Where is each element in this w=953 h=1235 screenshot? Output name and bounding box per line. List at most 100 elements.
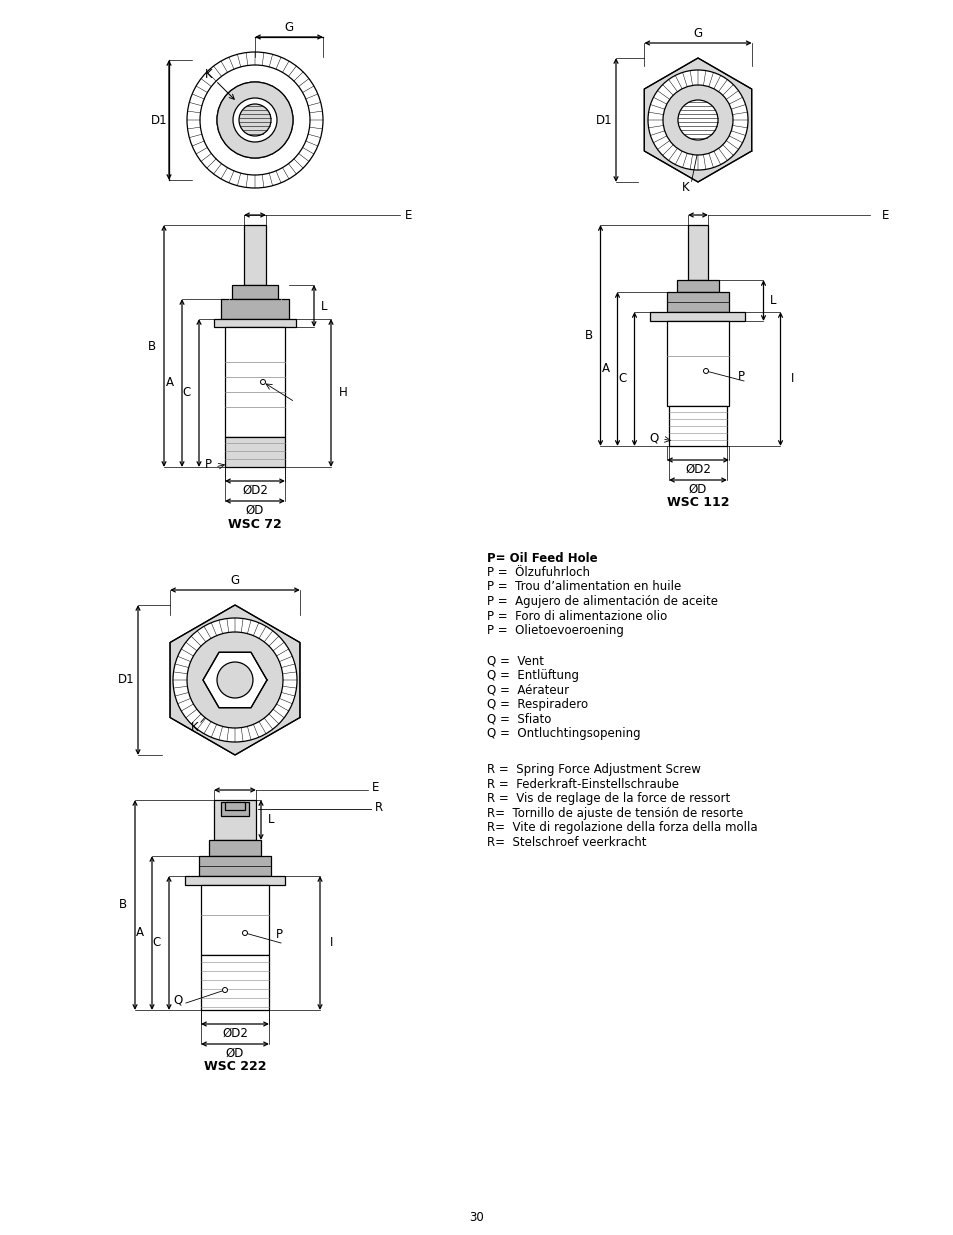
Text: WSC 112: WSC 112 bbox=[666, 496, 728, 510]
Text: B: B bbox=[119, 899, 127, 911]
Bar bbox=[221, 299, 289, 319]
Bar bbox=[668, 406, 726, 446]
Text: E: E bbox=[882, 209, 888, 221]
Text: K: K bbox=[205, 68, 234, 99]
Bar bbox=[199, 856, 271, 876]
Bar bbox=[225, 327, 285, 437]
Text: K: K bbox=[191, 721, 198, 734]
Text: P: P bbox=[205, 457, 212, 471]
Text: Q =  Aérateur: Q = Aérateur bbox=[486, 683, 569, 697]
Circle shape bbox=[172, 618, 296, 742]
Text: R=  Stelschroef veerkracht: R= Stelschroef veerkracht bbox=[486, 836, 646, 848]
Text: WSC 222: WSC 222 bbox=[204, 1061, 266, 1073]
Text: P =  Trou d’alimentation en huile: P = Trou d’alimentation en huile bbox=[486, 580, 680, 594]
Text: D1: D1 bbox=[117, 673, 134, 687]
Text: G: G bbox=[284, 21, 294, 33]
Text: I: I bbox=[330, 936, 334, 950]
Text: B: B bbox=[148, 340, 156, 352]
Bar bbox=[677, 280, 719, 291]
Bar bbox=[213, 800, 255, 840]
Text: I: I bbox=[790, 373, 793, 385]
Text: R=  Tornillo de ajuste de tensión de resorte: R= Tornillo de ajuste de tensión de reso… bbox=[486, 806, 742, 820]
Bar bbox=[201, 885, 269, 955]
Circle shape bbox=[239, 104, 271, 136]
Text: 30: 30 bbox=[469, 1212, 484, 1224]
Text: B: B bbox=[584, 329, 592, 342]
Text: P =  Olietoevoeroening: P = Olietoevoeroening bbox=[486, 624, 623, 637]
Bar bbox=[185, 876, 285, 885]
Text: ØD: ØD bbox=[226, 1046, 244, 1060]
Bar bbox=[650, 312, 744, 321]
Text: G: G bbox=[231, 573, 239, 587]
Circle shape bbox=[647, 70, 747, 170]
Text: R =  Vis de reglage de la force de ressort: R = Vis de reglage de la force de ressor… bbox=[486, 793, 729, 805]
Text: H: H bbox=[338, 387, 347, 399]
Text: E: E bbox=[372, 782, 379, 794]
Text: P: P bbox=[737, 369, 743, 383]
Text: D1: D1 bbox=[151, 114, 167, 126]
Bar bbox=[687, 225, 707, 280]
Polygon shape bbox=[170, 605, 299, 755]
Circle shape bbox=[216, 662, 253, 698]
Text: Q =  Ontluchtingsopening: Q = Ontluchtingsopening bbox=[486, 727, 640, 740]
Text: L: L bbox=[268, 814, 274, 826]
Circle shape bbox=[662, 85, 732, 156]
Bar bbox=[225, 437, 285, 467]
Text: Q =  Entlüftung: Q = Entlüftung bbox=[486, 669, 578, 682]
Text: ØD2: ØD2 bbox=[242, 483, 268, 496]
Bar bbox=[201, 955, 269, 1010]
Circle shape bbox=[678, 100, 718, 140]
Text: C: C bbox=[618, 373, 626, 385]
Bar bbox=[666, 321, 728, 406]
Text: P =  Ölzufuhrloch: P = Ölzufuhrloch bbox=[486, 566, 589, 579]
Text: ØD2: ØD2 bbox=[684, 462, 710, 475]
Circle shape bbox=[233, 98, 276, 142]
Bar bbox=[244, 225, 266, 285]
Circle shape bbox=[187, 632, 283, 727]
Text: ØD: ØD bbox=[246, 504, 264, 516]
Text: L: L bbox=[320, 300, 327, 312]
Polygon shape bbox=[203, 652, 267, 708]
Circle shape bbox=[200, 65, 310, 175]
Polygon shape bbox=[643, 58, 751, 182]
Text: G: G bbox=[693, 26, 701, 40]
Text: P: P bbox=[275, 929, 282, 941]
Text: P =  Agujero de alimentación de aceite: P = Agujero de alimentación de aceite bbox=[486, 595, 718, 608]
Text: D1: D1 bbox=[595, 114, 612, 126]
Text: A: A bbox=[136, 926, 144, 940]
Circle shape bbox=[702, 368, 708, 373]
Text: C: C bbox=[152, 936, 161, 950]
Text: P= Oil Feed Hole: P= Oil Feed Hole bbox=[486, 552, 597, 564]
Text: Q: Q bbox=[173, 993, 183, 1007]
Circle shape bbox=[260, 379, 265, 384]
Bar bbox=[225, 802, 245, 810]
Text: A: A bbox=[166, 377, 173, 389]
Circle shape bbox=[242, 930, 247, 935]
Circle shape bbox=[239, 104, 271, 136]
Bar bbox=[232, 285, 277, 299]
Text: K: K bbox=[681, 180, 689, 194]
Text: ØD2: ØD2 bbox=[222, 1026, 248, 1040]
Circle shape bbox=[233, 98, 276, 142]
Text: Q =  Vent: Q = Vent bbox=[486, 655, 543, 667]
Circle shape bbox=[222, 988, 227, 993]
Bar bbox=[209, 840, 261, 856]
Text: L: L bbox=[769, 294, 776, 308]
Text: Q =  Respiradero: Q = Respiradero bbox=[486, 698, 587, 711]
Text: A: A bbox=[601, 363, 609, 375]
Text: C: C bbox=[183, 387, 191, 399]
Bar bbox=[666, 291, 728, 312]
Bar bbox=[213, 319, 295, 327]
Circle shape bbox=[187, 52, 323, 188]
Text: E: E bbox=[405, 209, 412, 221]
Text: R: R bbox=[375, 802, 383, 815]
Text: P =  Foro di alimentazione olio: P = Foro di alimentazione olio bbox=[486, 610, 666, 622]
Text: Q =  Sfiato: Q = Sfiato bbox=[486, 713, 551, 725]
Circle shape bbox=[216, 82, 293, 158]
Text: WSC 72: WSC 72 bbox=[228, 517, 281, 531]
Bar bbox=[221, 802, 249, 816]
Text: Q: Q bbox=[649, 431, 659, 445]
Text: R =  Federkraft-Einstellschraube: R = Federkraft-Einstellschraube bbox=[486, 778, 679, 790]
Circle shape bbox=[216, 82, 293, 158]
Text: ØD: ØD bbox=[688, 483, 706, 495]
